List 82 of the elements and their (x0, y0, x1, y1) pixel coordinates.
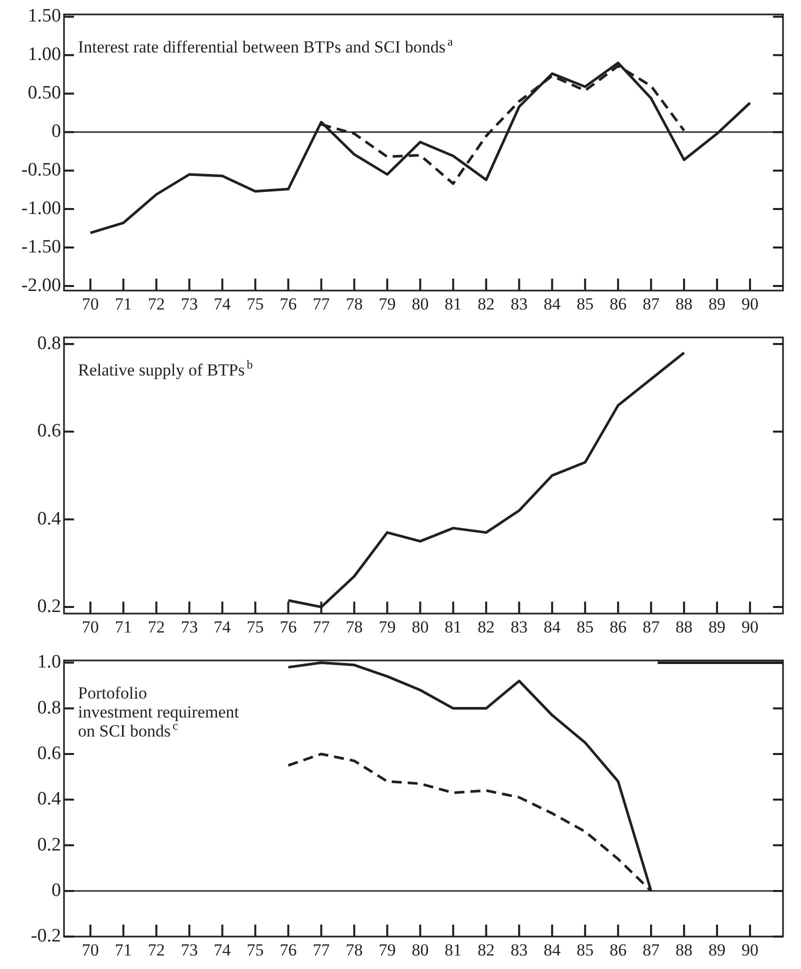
x-tick-label: 74 (214, 294, 232, 314)
x-tick-label: 81 (444, 940, 462, 960)
x-tick-label: 76 (280, 617, 297, 636)
x-tick-label: 88 (676, 617, 693, 636)
y-tick-label: 0 (52, 880, 61, 901)
y-tick-label: 0.4 (37, 508, 62, 530)
y-tick-label: 1.0 (37, 652, 61, 673)
x-tick-label: 86 (610, 617, 627, 636)
x-tick-label: 84 (544, 940, 562, 960)
y-tick-label: -0.50 (21, 160, 61, 181)
x-tick-label: 85 (576, 294, 594, 314)
y-tick-label: 0.8 (37, 332, 61, 354)
x-tick-label: 73 (180, 617, 198, 636)
x-tick-label: 76 (280, 940, 297, 960)
x-tick-label: 87 (642, 940, 660, 960)
x-tick-label: 81 (444, 294, 462, 314)
x-tick-label: 75 (246, 940, 264, 960)
x-tick-label: 77 (312, 294, 330, 314)
x-tick-label: 90 (742, 617, 759, 636)
x-tick-label: 79 (378, 617, 396, 636)
x-tick-label: 70 (82, 940, 99, 960)
x-tick-label: 89 (708, 940, 726, 960)
x-tick-label: 72 (148, 940, 165, 960)
x-tick-label: 90 (742, 940, 759, 960)
y-tick-label: 0.4 (37, 788, 62, 810)
y-tick-label: 0.2 (37, 596, 61, 618)
x-tick-label: 79 (378, 294, 396, 314)
x-tick-label: 86 (610, 294, 627, 314)
x-tick-label: 90 (742, 294, 759, 314)
x-tick-label: 76 (280, 294, 297, 314)
y-tick-label: 0.6 (37, 420, 61, 442)
x-tick-label: 89 (708, 294, 726, 314)
x-tick-label: 83 (510, 294, 528, 314)
x-tick-label: 75 (246, 617, 264, 636)
y-tick-label: -0.2 (30, 926, 61, 947)
y-tick-label: 0 (52, 121, 61, 142)
x-tick-label: 79 (378, 940, 396, 960)
x-tick-label: 78 (346, 940, 363, 960)
y-tick-label: -1.00 (21, 198, 61, 220)
x-tick-label: 78 (346, 294, 363, 314)
x-tick-label: 81 (444, 617, 462, 636)
x-tick-label: 83 (510, 617, 528, 636)
x-tick-label: 73 (180, 940, 198, 960)
x-tick-label: 73 (180, 294, 198, 314)
x-tick-label: 74 (214, 940, 232, 960)
y-tick-label: 0.8 (37, 697, 61, 718)
y-tick-label: 0.6 (37, 742, 61, 764)
x-tick-label: 86 (610, 940, 627, 960)
y-tick-label: 1.50 (28, 6, 61, 27)
y-tick-label: 0.2 (37, 834, 61, 856)
x-tick-label: 82 (478, 294, 495, 314)
x-tick-label: 84 (544, 617, 562, 636)
x-tick-label: 83 (510, 940, 528, 960)
y-tick-label: -2.00 (21, 274, 61, 296)
y-tick-label: 1.00 (28, 44, 61, 66)
x-tick-label: 71 (114, 940, 132, 960)
x-tick-label: 88 (676, 940, 693, 960)
x-tick-label: 75 (246, 294, 264, 314)
y-tick-label: 0.50 (28, 82, 61, 104)
x-tick-label: 80 (412, 940, 429, 960)
x-tick-label: 85 (576, 617, 594, 636)
x-tick-label: 72 (148, 617, 165, 636)
x-tick-label: 78 (346, 617, 363, 636)
x-tick-label: 70 (82, 617, 99, 636)
x-tick-label: 77 (312, 617, 330, 636)
x-tick-label: 80 (412, 617, 429, 636)
x-tick-label: 87 (642, 294, 660, 314)
x-tick-label: 88 (676, 294, 693, 314)
x-tick-label: 74 (214, 617, 232, 636)
x-tick-label: 77 (312, 940, 330, 960)
x-tick-label: 82 (478, 617, 495, 636)
x-tick-label: 80 (412, 294, 429, 314)
x-tick-label: 71 (114, 294, 132, 314)
x-tick-label: 87 (642, 617, 660, 636)
x-tick-label: 85 (576, 940, 594, 960)
x-tick-label: 89 (708, 617, 726, 636)
x-tick-label: 72 (148, 294, 165, 314)
x-tick-label: 71 (114, 617, 132, 636)
y-tick-label: -1.50 (21, 236, 61, 258)
x-tick-label: 82 (478, 940, 495, 960)
x-tick-label: 70 (82, 294, 99, 314)
x-tick-label: 84 (544, 294, 562, 314)
